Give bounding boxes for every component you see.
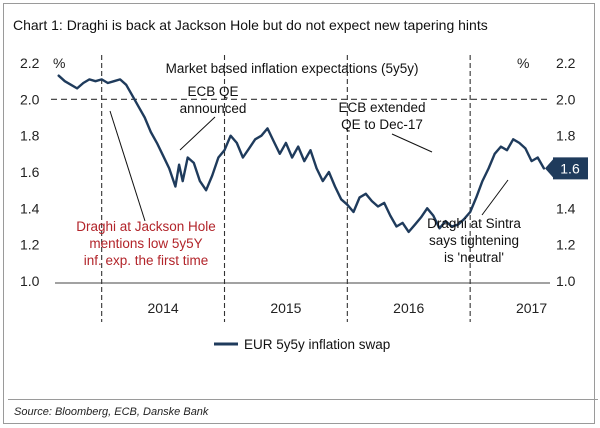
annotation-ecb-extended-line2: QE to Dec-17 bbox=[341, 117, 423, 132]
annotation-ecb-extended-pointer bbox=[391, 133, 433, 153]
annotation-ecb-extended-line1: ECB extended bbox=[338, 100, 425, 115]
y-tick-left: 1.0 bbox=[20, 273, 40, 289]
annotation-ecb-qe-line1: ECB QE bbox=[187, 84, 238, 99]
y-unit-right: % bbox=[517, 55, 529, 71]
legend-label: EUR 5y5y inflation swap bbox=[244, 337, 390, 352]
source-note: Source: Bloomberg, ECB, Danske Bank bbox=[14, 406, 209, 418]
annotation-sintra-line3: is 'neutral' bbox=[444, 250, 504, 265]
last-value-arrow bbox=[545, 159, 553, 178]
y-tick-left: 1.4 bbox=[20, 200, 40, 216]
chart-subtitle: Market based inflation expectations (5y5… bbox=[166, 61, 419, 76]
y-tick-right: 1.2 bbox=[556, 237, 576, 253]
annotation-sintra-line2: says tightening bbox=[429, 233, 519, 248]
y-tick-left: 2.0 bbox=[20, 91, 40, 107]
y-tick-left: 2.2 bbox=[20, 55, 40, 71]
y-tick-left: 1.8 bbox=[20, 128, 40, 144]
annotation-ecb-qe-pointer bbox=[179, 116, 216, 151]
y-tick-right: 1.4 bbox=[556, 200, 576, 216]
x-tick-label: 2015 bbox=[270, 300, 301, 316]
y-tick-left: 1.2 bbox=[20, 237, 40, 253]
last-value-box bbox=[553, 157, 588, 180]
y-tick-right: 2.0 bbox=[556, 91, 576, 107]
y-tick-right: 1.0 bbox=[556, 273, 576, 289]
annotation-jackson-hole-line1: Draghi at Jackson Hole bbox=[76, 219, 216, 234]
x-tick-label: 2017 bbox=[516, 300, 547, 316]
y-tick-left: 1.6 bbox=[20, 164, 40, 180]
annotation-sintra-line1: Draghi at Sintra bbox=[427, 216, 521, 231]
series-line bbox=[57, 74, 546, 234]
source-divider bbox=[8, 399, 598, 400]
y-tick-right: 2.2 bbox=[556, 55, 576, 71]
annotation-jackson-hole-line2: mentions low 5y5Y bbox=[89, 236, 202, 251]
x-tick-label: 2014 bbox=[148, 300, 179, 316]
last-value-label: 1.6 bbox=[560, 160, 580, 176]
annotation-sintra-pointer bbox=[481, 179, 509, 216]
chart-title: Chart 1: Draghi is back at Jackson Hole … bbox=[13, 17, 488, 33]
y-unit-left: % bbox=[53, 55, 65, 71]
annotation-jackson-hole-pointer bbox=[109, 110, 146, 222]
x-tick-label: 2016 bbox=[393, 300, 424, 316]
y-tick-right: 1.8 bbox=[556, 128, 576, 144]
annotation-jackson-hole-line3: inf. exp. the first time bbox=[84, 253, 209, 268]
annotation-ecb-qe-line2: announced bbox=[180, 101, 247, 116]
